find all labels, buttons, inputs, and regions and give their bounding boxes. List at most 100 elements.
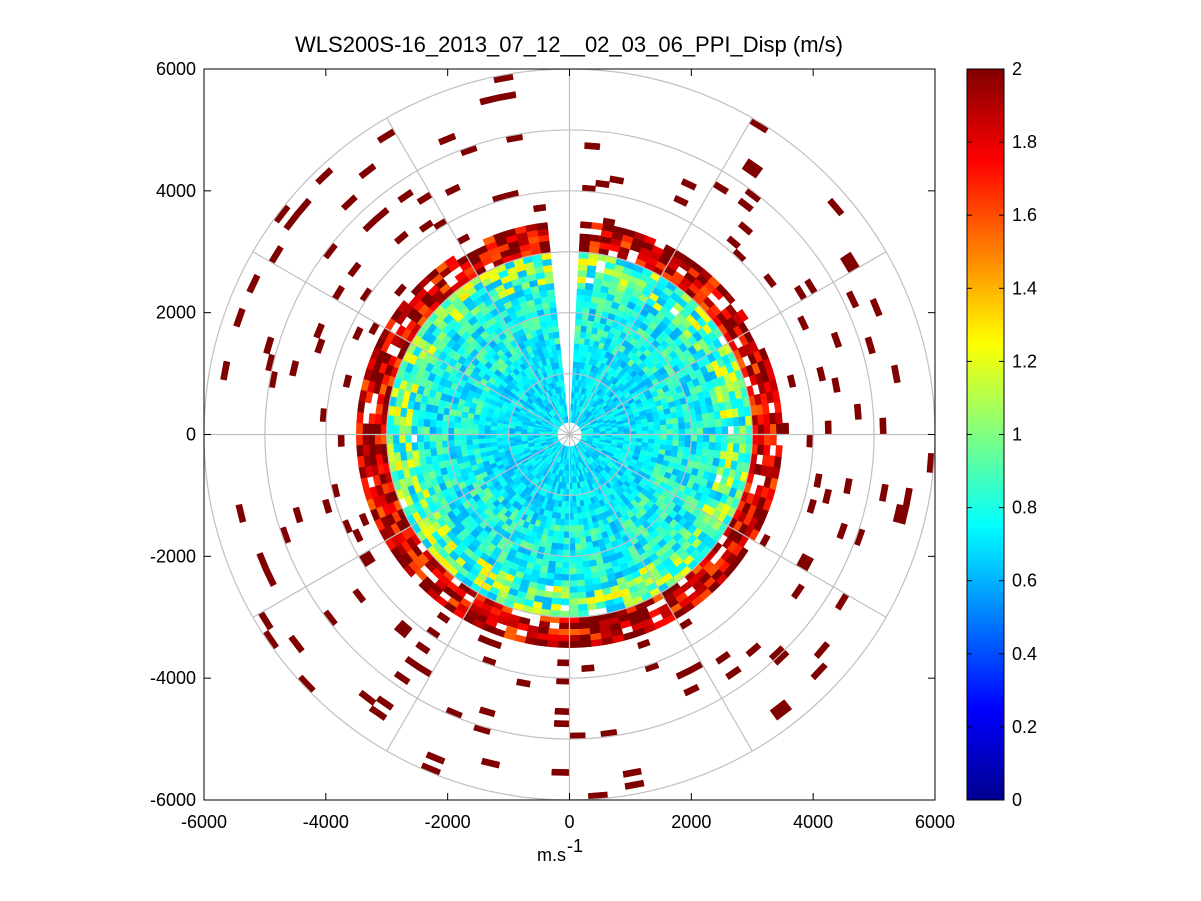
radar-cell [423,434,430,443]
radar-cell [576,579,586,587]
radar-cell [684,434,692,442]
x-axis-label-superscript: -1 [567,836,583,856]
colorbar-tick-label: 1.2 [1012,351,1037,371]
radar-cell [569,507,574,514]
grid-spoke [252,433,570,618]
radar-cell [572,361,578,369]
radar-cell [393,624,409,639]
radar-cell [569,616,580,624]
radar-cell [678,428,686,435]
radar-cell [690,434,698,442]
radar-cell [561,580,570,588]
radar-cell [763,423,771,435]
radar-cell [721,425,729,435]
radar-cell [471,429,479,435]
radar-cell [782,422,790,435]
radar-cell [418,219,434,233]
radar-cell [806,434,814,448]
radar-cell [696,434,704,442]
radar-cell [574,543,582,551]
radar-cell [375,695,395,711]
y-tick-label: -2000 [150,546,196,566]
radar-cell [574,324,582,332]
radar-cell [571,385,575,393]
radar-cell [797,315,810,331]
radar-cell [562,549,570,557]
radar-cell [569,543,576,551]
radar-cell [315,167,334,186]
radar-cell [577,270,587,278]
radar-cell [827,197,845,217]
radar-cell [695,413,704,422]
radar-cell [560,506,566,514]
radar-cell [404,434,412,444]
radar-cell [553,720,570,728]
radar-cell [558,634,570,642]
x-tick-label: 0 [564,812,574,832]
radar-cell [292,506,304,524]
radar-cell [459,434,467,441]
radar-cell [576,288,586,296]
radar-cell [453,422,461,430]
radar-cell [397,188,414,204]
radar-cell [701,412,710,421]
radar-cell [773,400,782,414]
radar-cell [622,767,642,778]
radar-cell [454,270,467,283]
chart-title: WLS200S-16_2013_07_12__02_03_06_PPI_Disp… [295,32,843,57]
radar-cell [763,273,777,289]
radar-cell [727,434,735,444]
colorbar-tick-label: 0.2 [1012,717,1037,737]
radar-cell [879,417,887,435]
radar-cell [757,434,765,445]
grid-spoke [386,117,571,435]
radar-cell [425,751,446,765]
radar-cell [410,425,418,435]
radar-cell [435,434,443,442]
radar-cell [569,561,577,569]
radar-cell [559,622,570,630]
y-tick-label: -4000 [150,668,196,688]
colorbar-tick-label: 0.6 [1012,571,1037,591]
colorbar-tick-label: 1.8 [1012,132,1037,152]
radar-cell [757,424,765,435]
radar-cell [393,283,407,297]
radar-cell [579,628,591,636]
radar-cell [490,430,497,435]
radar-cell [665,444,673,451]
colorbar-tick-label: 0.8 [1012,498,1037,518]
radar-cell [557,543,565,551]
radar-cell [465,439,473,446]
radar-cell [454,416,462,424]
radar-cell [565,507,570,514]
radar-cell [726,235,742,250]
radar-cell [569,634,581,642]
radar-cell [709,426,716,435]
radar-cell [393,670,411,686]
radar-cell [283,211,301,231]
radar-cell [466,418,474,425]
radar-cell [435,447,444,456]
radar-cell [554,524,561,532]
radar-cell [690,427,698,435]
radar-cell [660,429,668,435]
radar-cell [416,434,424,443]
radar-cell [235,503,247,524]
radar-cell [246,273,261,294]
radar-cell [703,434,710,443]
radar-cell [423,441,431,451]
radar-cell [745,434,753,445]
radar-cell [263,567,277,587]
radar-cell [263,336,275,355]
radar-cell [483,429,491,435]
radar-cell [357,455,366,469]
radar-cell [775,445,783,458]
radar-cell [547,634,560,642]
radar-cell [560,586,570,594]
radar-cell [720,417,728,427]
radar-cell [680,178,698,191]
radar-cell [654,429,662,435]
radar-cell [554,567,563,575]
radar-cell [356,434,363,446]
radar-cell [761,402,770,415]
